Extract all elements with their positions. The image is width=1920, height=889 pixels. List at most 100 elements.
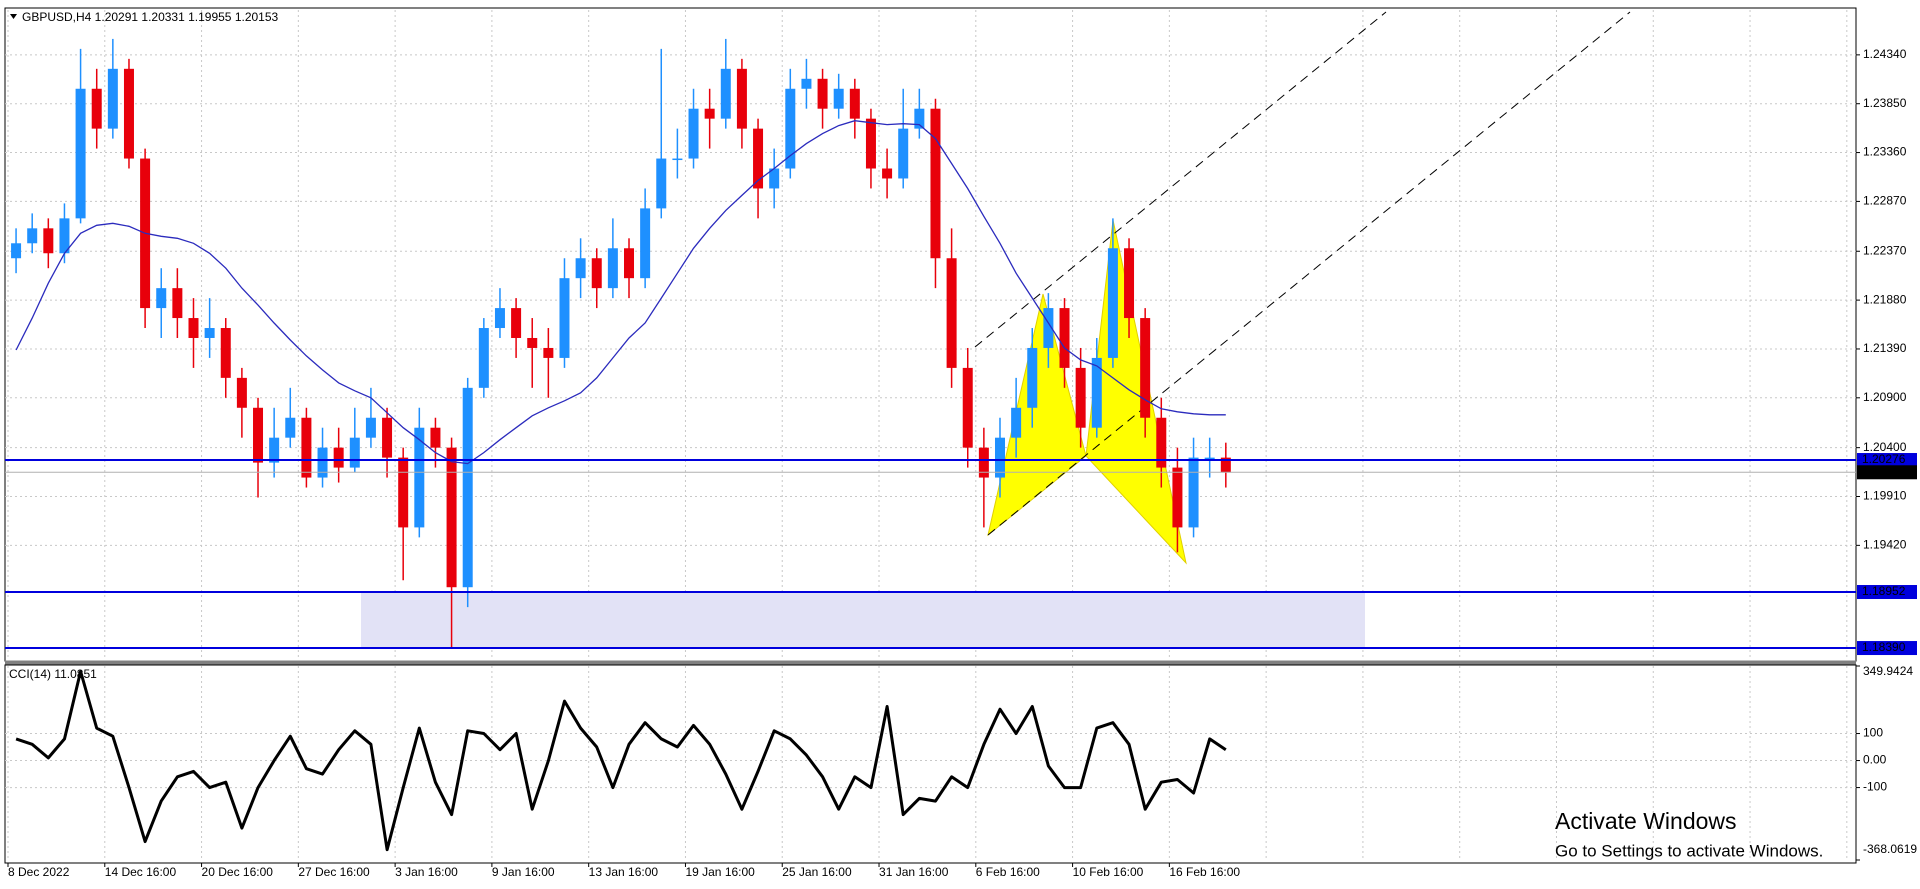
overlay — [5, 120, 1856, 852]
candle-body — [640, 208, 651, 279]
candle-body — [27, 228, 38, 244]
candle-body — [785, 88, 796, 169]
x-tick-label: 10 Feb 16:00 — [1073, 865, 1144, 879]
y-tick-label: 1.22370 — [1863, 243, 1907, 257]
watermark-title: Activate Windows — [1555, 808, 1737, 834]
level-label: 1.20276 — [1862, 452, 1906, 466]
candle-body — [624, 248, 635, 279]
candle-body — [543, 347, 554, 358]
candle-body — [172, 288, 183, 319]
candle-body — [1124, 248, 1135, 319]
y-tick-label: -100 — [1863, 780, 1887, 794]
candle-body — [1140, 318, 1151, 418]
y-tick-label: 1.24340 — [1863, 47, 1907, 61]
candle-body — [43, 228, 54, 254]
candle-body — [349, 437, 360, 468]
level-label: 1.18390 — [1862, 640, 1906, 654]
candle-body — [301, 417, 312, 478]
candle-body — [898, 128, 909, 179]
channel-line — [974, 11, 1387, 348]
candle-body — [591, 258, 602, 289]
candle-body — [253, 407, 264, 463]
candle-body — [365, 417, 376, 438]
candle-body — [833, 88, 844, 109]
level-label-bg — [1857, 585, 1917, 600]
cci-panel — [4, 664, 1857, 864]
candle-body — [1220, 457, 1231, 473]
candle-body — [769, 168, 780, 189]
candle-body — [317, 447, 328, 478]
level-label-bg — [1857, 641, 1917, 656]
x-tick-label: 31 Jan 16:00 — [879, 865, 949, 879]
channel-line — [987, 11, 1631, 536]
candle-body — [446, 447, 457, 588]
x-tick-label: 20 Dec 16:00 — [202, 865, 274, 879]
chart-title: GBPUSD,H4 1.20291 1.20331 1.19955 1.2015… — [22, 10, 279, 24]
candle-body — [1027, 347, 1038, 408]
candle-body — [994, 437, 1005, 478]
candle-body — [1059, 308, 1070, 368]
x-tick-label: 25 Jan 16:00 — [782, 865, 852, 879]
candle-body — [688, 108, 699, 159]
candle-body — [1188, 457, 1199, 528]
candle-body — [220, 328, 231, 378]
candle-body — [946, 258, 957, 368]
x-tick-label: 8 Dec 2022 — [8, 865, 70, 879]
candle-body — [478, 328, 489, 388]
candle-body — [704, 108, 715, 119]
level-label: 1.18952 — [1862, 584, 1906, 598]
candle-body — [1091, 357, 1102, 428]
candle-body — [865, 118, 876, 169]
candle-body — [188, 318, 199, 338]
y-tick-label: -368.0619 — [1863, 842, 1917, 856]
candle-body — [575, 258, 586, 279]
candle-body — [1011, 407, 1022, 438]
y-tick-label: 1.23360 — [1863, 145, 1907, 159]
x-tick-label: 19 Jan 16:00 — [685, 865, 755, 879]
candle-body — [1204, 457, 1215, 460]
level-label-bg — [1857, 453, 1917, 468]
candle-body — [398, 457, 409, 528]
candle-body — [559, 278, 570, 358]
candle-body — [107, 68, 118, 129]
watermark-subtitle: Go to Settings to activate Windows. — [1555, 841, 1823, 860]
y-tick-label: 1.23850 — [1863, 96, 1907, 110]
y-tick-label: 1.22870 — [1863, 194, 1907, 208]
candle-body — [736, 68, 747, 129]
candle-body — [817, 78, 828, 109]
candle-body — [849, 88, 860, 119]
y-tick-label: 349.9424 — [1863, 664, 1913, 678]
candle-body — [236, 377, 247, 408]
y-tick-label: 0.00 — [1863, 753, 1887, 767]
main-panel — [4, 7, 1857, 662]
x-tick-label: 13 Jan 16:00 — [589, 865, 659, 879]
candle-body — [511, 308, 522, 338]
candle-body — [962, 367, 973, 448]
support-zone — [361, 592, 1365, 649]
y-tick-label: 1.20400 — [1863, 440, 1907, 454]
candle-body — [1107, 248, 1118, 358]
y-tick-label: 1.19910 — [1863, 489, 1907, 503]
candle-body — [978, 447, 989, 478]
candle-body — [1156, 417, 1167, 468]
candle-body — [11, 243, 22, 259]
candle-body — [1043, 308, 1054, 348]
zone-layer — [361, 592, 1365, 649]
candle-body — [801, 78, 812, 89]
y-tick-label: 100 — [1863, 726, 1883, 740]
candle-body — [123, 68, 134, 159]
y-tick-label: 1.19420 — [1863, 538, 1907, 552]
candle-body — [753, 128, 764, 189]
candle-body — [882, 168, 893, 179]
moving-average — [15, 120, 1226, 465]
menu-arrow[interactable] — [10, 14, 17, 19]
candle-body — [382, 417, 393, 458]
candle-body — [59, 218, 70, 254]
candle-body — [285, 417, 296, 438]
candles — [11, 38, 1231, 649]
candle-body — [430, 427, 441, 448]
candle-body — [1172, 467, 1183, 528]
candle-body — [156, 288, 167, 309]
y-tick-label: 1.21390 — [1863, 341, 1907, 355]
